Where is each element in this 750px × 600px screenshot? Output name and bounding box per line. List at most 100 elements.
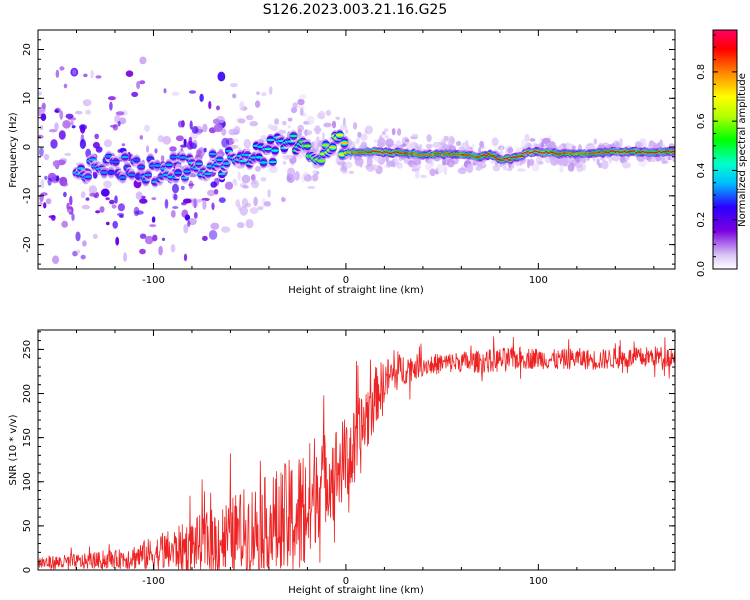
heatmap-noise-blob [384,135,389,139]
heatmap-noise-blob [433,141,440,149]
heatmap-noise-blob [67,208,72,213]
heatmap-noise-blob [38,108,42,117]
spectrogram-x-tick-label: -100 [142,275,165,286]
heatmap-noise-blob [237,171,241,181]
heatmap-noise-blob [208,230,218,240]
heatmap-noise-blob [260,177,267,182]
heatmap-noise-blob [52,160,61,168]
heatmap-noise-blob [267,189,271,198]
heatmap-noise-blob [312,170,317,174]
heatmap-noise-blob [507,147,514,154]
heatmap-noise-blob [216,105,220,111]
heatmap-ridge-mark [169,155,178,159]
heatmap-noise-blob [292,102,298,109]
heatmap-noise-blob [608,154,613,164]
heatmap-noise-blob [287,167,296,178]
heatmap-noise-blob [210,181,217,188]
heatmap-noise-blob [211,202,215,211]
heatmap-noise-blob [117,120,121,127]
heatmap-noise-blob [183,253,188,262]
heatmap-noise-blob [447,135,456,146]
heatmap-noise-blob [581,162,587,172]
heatmap-noise-blob [189,120,193,130]
colorbar-label: Normalized spectral amplitude [737,73,748,227]
heatmap-noise-blob [139,56,147,65]
heatmap-noise-blob [92,233,98,239]
heatmap-noise-blob [63,191,67,198]
heatmap-noise-blob [221,137,230,148]
heatmap-noise-blob [40,179,45,189]
heatmap-noise-blob [115,236,120,246]
heatmap-noise-blob [582,158,587,163]
heatmap-noise-blob [163,88,167,94]
heatmap-ridge-mark [194,162,203,165]
snr-y-tick-label: 200 [22,384,33,403]
heatmap-noise-blob [250,174,256,181]
heatmap-noise-blob [270,125,278,132]
heatmap-noise-blob [199,93,204,102]
heatmap-noise-blob [396,162,403,169]
heatmap-noise-blob [425,162,432,172]
spectrogram-y-tick-label: 0 [22,144,33,150]
heatmap-noise-blob [232,128,240,134]
heatmap-noise-blob [100,188,110,197]
heatmap-noise-blob [238,118,246,124]
heatmap-noise-blob [58,130,66,140]
spectrogram-frame [37,29,676,270]
heatmap-noise-blob [268,166,278,174]
heatmap-noise-blob [197,198,203,203]
heatmap-noise-blob [456,141,462,146]
heatmap-noise-blob [278,129,287,135]
heatmap-ridge-mark [259,161,268,164]
heatmap-noise-blob [391,128,396,136]
heatmap-ridge-mark [264,147,273,151]
heatmap-noise-blob [75,231,81,242]
heatmap-noise-blob [190,142,197,149]
heatmap-noise-blob [411,133,419,138]
heatmap-noise-blob [76,249,81,255]
heatmap-noise-blob [157,135,164,143]
heatmap-noise-blob [63,83,68,89]
heatmap-noise-blob [366,165,375,172]
heatmap-noise-blob [250,179,260,189]
snr-x-axis-label: Height of straight line (km) [288,585,424,596]
heatmap-noise-blob [426,134,432,143]
heatmap-noise-blob [331,120,337,129]
heatmap-noise-blob [221,226,231,233]
colorbar-tick-label: 0.0 [696,261,707,277]
heatmap-noise-blob [587,142,596,146]
heatmap-noise-blob [188,180,194,189]
heatmap-noise-blob [83,73,88,78]
spectrogram-y-tick-label: 20 [22,43,33,56]
heatmap-noise-blob [191,197,199,208]
heatmap-ridge-mark [335,133,344,137]
heatmap-noise-blob [306,115,315,125]
heatmap-noise-blob [92,171,98,179]
colorbar-gradient [713,30,737,269]
heatmap-noise-blob [107,96,116,101]
heatmap-noise-blob [557,159,566,166]
heatmap-ridge-mark [100,171,109,174]
heatmap-noise-blob [210,222,220,230]
heatmap-noise-blob [254,100,261,108]
heatmap-noise-blob [191,125,199,134]
heatmap-noise-blob [114,195,118,204]
heatmap-noise-blob [466,163,474,173]
spectrogram-heatmap [38,56,675,264]
heatmap-noise-blob [282,160,287,165]
heatmap-noise-blob [65,113,74,119]
heatmap-ridge-mark [121,155,129,159]
heatmap-noise-blob [528,158,535,167]
heatmap-noise-blob [99,206,105,213]
heatmap-noise-blob [71,213,75,221]
heatmap-noise-blob [117,203,125,212]
heatmap-noise-blob [111,204,117,209]
heatmap-noise-blob [541,137,551,145]
heatmap-noise-blob [154,148,158,154]
heatmap-noise-blob [531,163,540,172]
heatmap-noise-blob [197,147,205,157]
heatmap-noise-blob [395,140,402,149]
heatmap-noise-blob [417,165,421,169]
heatmap-noise-blob [285,154,293,159]
heatmap-noise-blob [85,197,90,201]
